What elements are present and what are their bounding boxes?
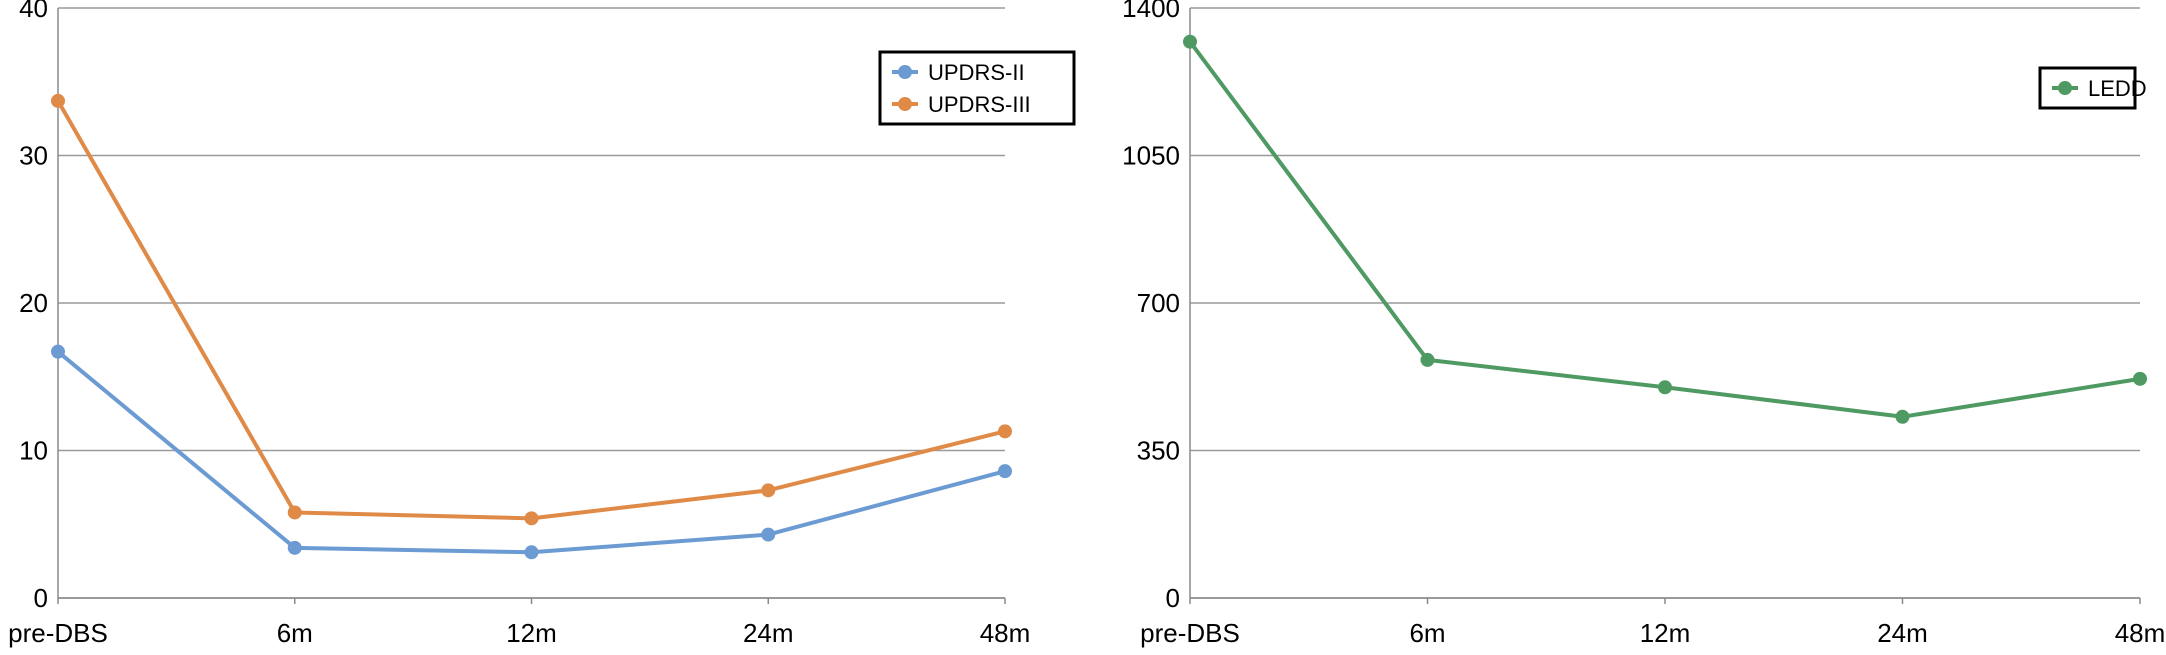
data-point-updrs-ii xyxy=(524,545,539,560)
y-tick-label: 350 xyxy=(1137,436,1180,466)
legend-swatch-marker xyxy=(898,97,912,111)
data-point-ledd xyxy=(1895,409,1910,424)
legend-label: UPDRS-III xyxy=(928,92,1031,117)
x-tick-label: 12m xyxy=(1640,618,1691,648)
data-point-updrs-iii xyxy=(51,93,65,108)
x-tick-label: pre-DBS xyxy=(8,618,108,648)
x-tick-label: 24m xyxy=(743,618,794,648)
data-point-ledd xyxy=(2133,371,2147,386)
series-line-updrs-iii xyxy=(56,99,1006,521)
right-chart: 0 350 700 1050 1400 pre-DBS 6m 12m 24m 48m LEDD xyxy=(1122,0,2165,648)
y-tick-label: 1050 xyxy=(1122,141,1180,171)
y-tick-label: 20 xyxy=(19,288,48,318)
y-tick-label: 1400 xyxy=(1122,0,1180,23)
x-tick-label: 6m xyxy=(277,618,313,648)
data-point-updrs-ii xyxy=(761,527,776,542)
y-tick-label: 40 xyxy=(19,0,48,23)
data-point-updrs-iii xyxy=(761,483,776,498)
data-point-ledd xyxy=(1183,34,1197,49)
x-tick-label: 24m xyxy=(1877,618,1928,648)
y-tick-label: 700 xyxy=(1137,288,1180,318)
x-tick-label: pre-DBS xyxy=(1140,618,1240,648)
data-point-ledd xyxy=(1658,380,1672,395)
data-point-updrs-ii xyxy=(287,540,302,555)
legend-box xyxy=(878,50,1076,126)
x-tick-label: 6m xyxy=(1409,618,1445,648)
x-tick-label: 48m xyxy=(2115,618,2166,648)
data-point-updrs-iii xyxy=(998,424,1012,439)
legend: LEDD xyxy=(2038,66,2147,110)
legend-swatch-marker xyxy=(2058,81,2072,95)
legend-label: UPDRS-II xyxy=(928,60,1025,85)
legend-label: LEDD xyxy=(2088,76,2147,101)
y-tick-label: 0 xyxy=(1166,583,1180,613)
data-point-ledd xyxy=(1420,352,1435,367)
legend: UPDRS-II UPDRS-III xyxy=(878,50,1076,126)
data-point-updrs-iii xyxy=(524,511,539,526)
y-tick-label: 30 xyxy=(19,141,48,171)
x-tick-label: 48m xyxy=(980,618,1031,648)
y-tick-label: 10 xyxy=(19,436,48,466)
data-point-updrs-ii xyxy=(998,464,1012,479)
data-point-updrs-ii xyxy=(51,344,65,359)
x-tick-label: 12m xyxy=(506,618,557,648)
series-line-ledd xyxy=(1188,40,2141,419)
data-point-updrs-iii xyxy=(287,505,302,520)
legend-swatch-marker xyxy=(898,65,912,79)
y-tick-label: 0 xyxy=(34,583,48,613)
